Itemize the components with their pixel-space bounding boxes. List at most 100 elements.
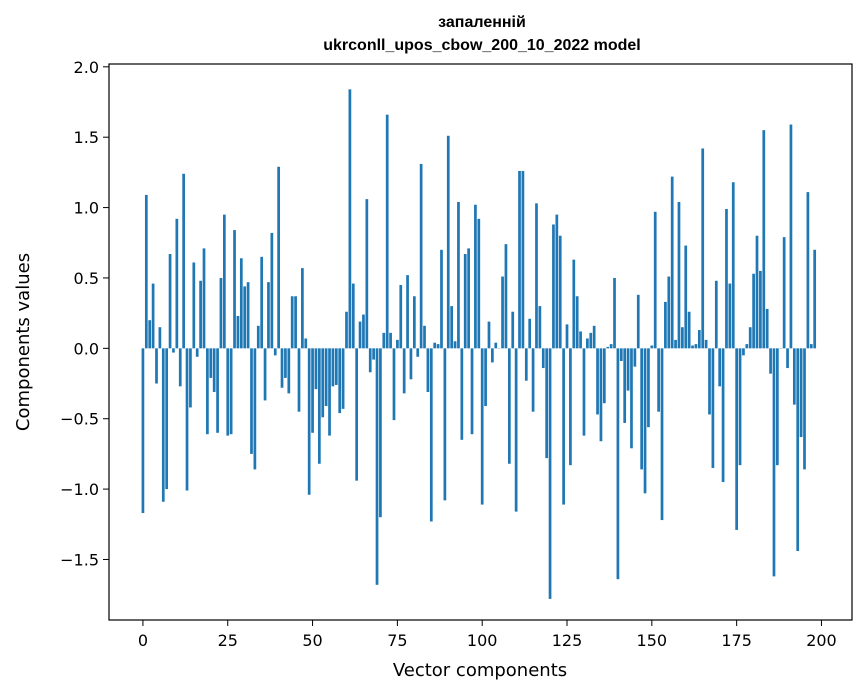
bar xyxy=(382,332,386,349)
bar xyxy=(609,344,613,349)
bar xyxy=(582,348,586,436)
bar xyxy=(752,273,755,349)
bar xyxy=(192,262,196,349)
bar xyxy=(277,166,280,349)
bar xyxy=(711,348,715,468)
y-tick-label: 1.0 xyxy=(74,199,99,218)
bar xyxy=(443,348,447,501)
bar xyxy=(738,348,742,466)
bar xyxy=(392,348,396,421)
bar xyxy=(412,296,416,349)
bar xyxy=(307,348,311,495)
bar xyxy=(165,348,169,490)
bar xyxy=(463,254,467,349)
x-axis: 0 25 50 75 100 125 150 175 200 xyxy=(138,620,837,650)
bar xyxy=(304,338,308,349)
bar xyxy=(528,318,532,349)
bar xyxy=(596,348,599,415)
bar xyxy=(348,89,352,349)
bar xyxy=(701,148,705,349)
bar xyxy=(260,256,264,349)
bar xyxy=(467,248,470,349)
bar xyxy=(562,348,565,505)
bar xyxy=(287,348,291,394)
bar xyxy=(199,280,202,349)
y-tick-label: −0.5 xyxy=(60,410,99,429)
bar xyxy=(351,283,355,349)
bar xyxy=(531,348,535,412)
bar xyxy=(718,348,722,387)
bar xyxy=(206,348,209,435)
bars xyxy=(141,89,817,599)
bar xyxy=(650,345,654,349)
bar xyxy=(182,173,185,349)
bar xyxy=(636,294,640,349)
x-tick-label: 175 xyxy=(721,631,752,650)
bar xyxy=(233,230,236,349)
bar xyxy=(548,348,552,599)
bar xyxy=(674,339,677,349)
bar xyxy=(168,254,172,349)
bar xyxy=(619,348,623,362)
bar xyxy=(511,311,515,349)
bar xyxy=(630,348,633,449)
bar xyxy=(301,268,304,349)
bar xyxy=(189,348,192,408)
bar xyxy=(436,344,440,349)
bar xyxy=(538,306,542,349)
bar xyxy=(694,344,698,349)
y-tick-label: −1.5 xyxy=(60,550,99,569)
bar xyxy=(358,321,362,349)
bar xyxy=(480,348,484,505)
bar xyxy=(273,348,277,356)
bar xyxy=(474,204,477,349)
bar xyxy=(769,348,772,374)
bar xyxy=(721,348,725,483)
bar xyxy=(735,348,739,530)
bar xyxy=(185,348,189,491)
bar xyxy=(148,320,152,349)
bar xyxy=(708,348,711,415)
bar xyxy=(541,348,545,369)
bar xyxy=(402,348,406,394)
bar xyxy=(144,194,148,349)
bar xyxy=(446,135,450,349)
bar xyxy=(267,282,270,349)
bar xyxy=(477,218,481,349)
bar xyxy=(586,338,589,349)
bar xyxy=(592,325,596,349)
bar xyxy=(175,218,179,349)
bar xyxy=(212,348,216,392)
bar xyxy=(195,348,199,357)
bar xyxy=(803,348,806,470)
bar xyxy=(786,348,789,369)
bar xyxy=(314,348,318,390)
bar xyxy=(681,327,684,349)
bar xyxy=(599,348,603,442)
bar xyxy=(772,348,776,577)
bar xyxy=(331,348,335,387)
bar xyxy=(745,344,749,349)
bar xyxy=(728,283,732,349)
bar xyxy=(714,280,718,349)
bar xyxy=(250,348,253,454)
bar xyxy=(399,284,403,349)
bar xyxy=(514,348,518,512)
bar xyxy=(691,345,694,349)
bar xyxy=(141,348,145,514)
bar xyxy=(799,348,803,438)
bar xyxy=(657,348,660,412)
bar xyxy=(229,348,233,435)
bar xyxy=(731,182,735,349)
bar xyxy=(317,348,321,464)
bar xyxy=(450,306,454,349)
bar xyxy=(155,348,158,384)
bar xyxy=(687,311,691,349)
bar xyxy=(558,235,562,349)
bar xyxy=(311,348,314,433)
bar xyxy=(178,348,182,387)
bar xyxy=(762,130,766,349)
bar xyxy=(396,339,399,349)
bar xyxy=(545,348,549,459)
bar xyxy=(602,348,606,404)
